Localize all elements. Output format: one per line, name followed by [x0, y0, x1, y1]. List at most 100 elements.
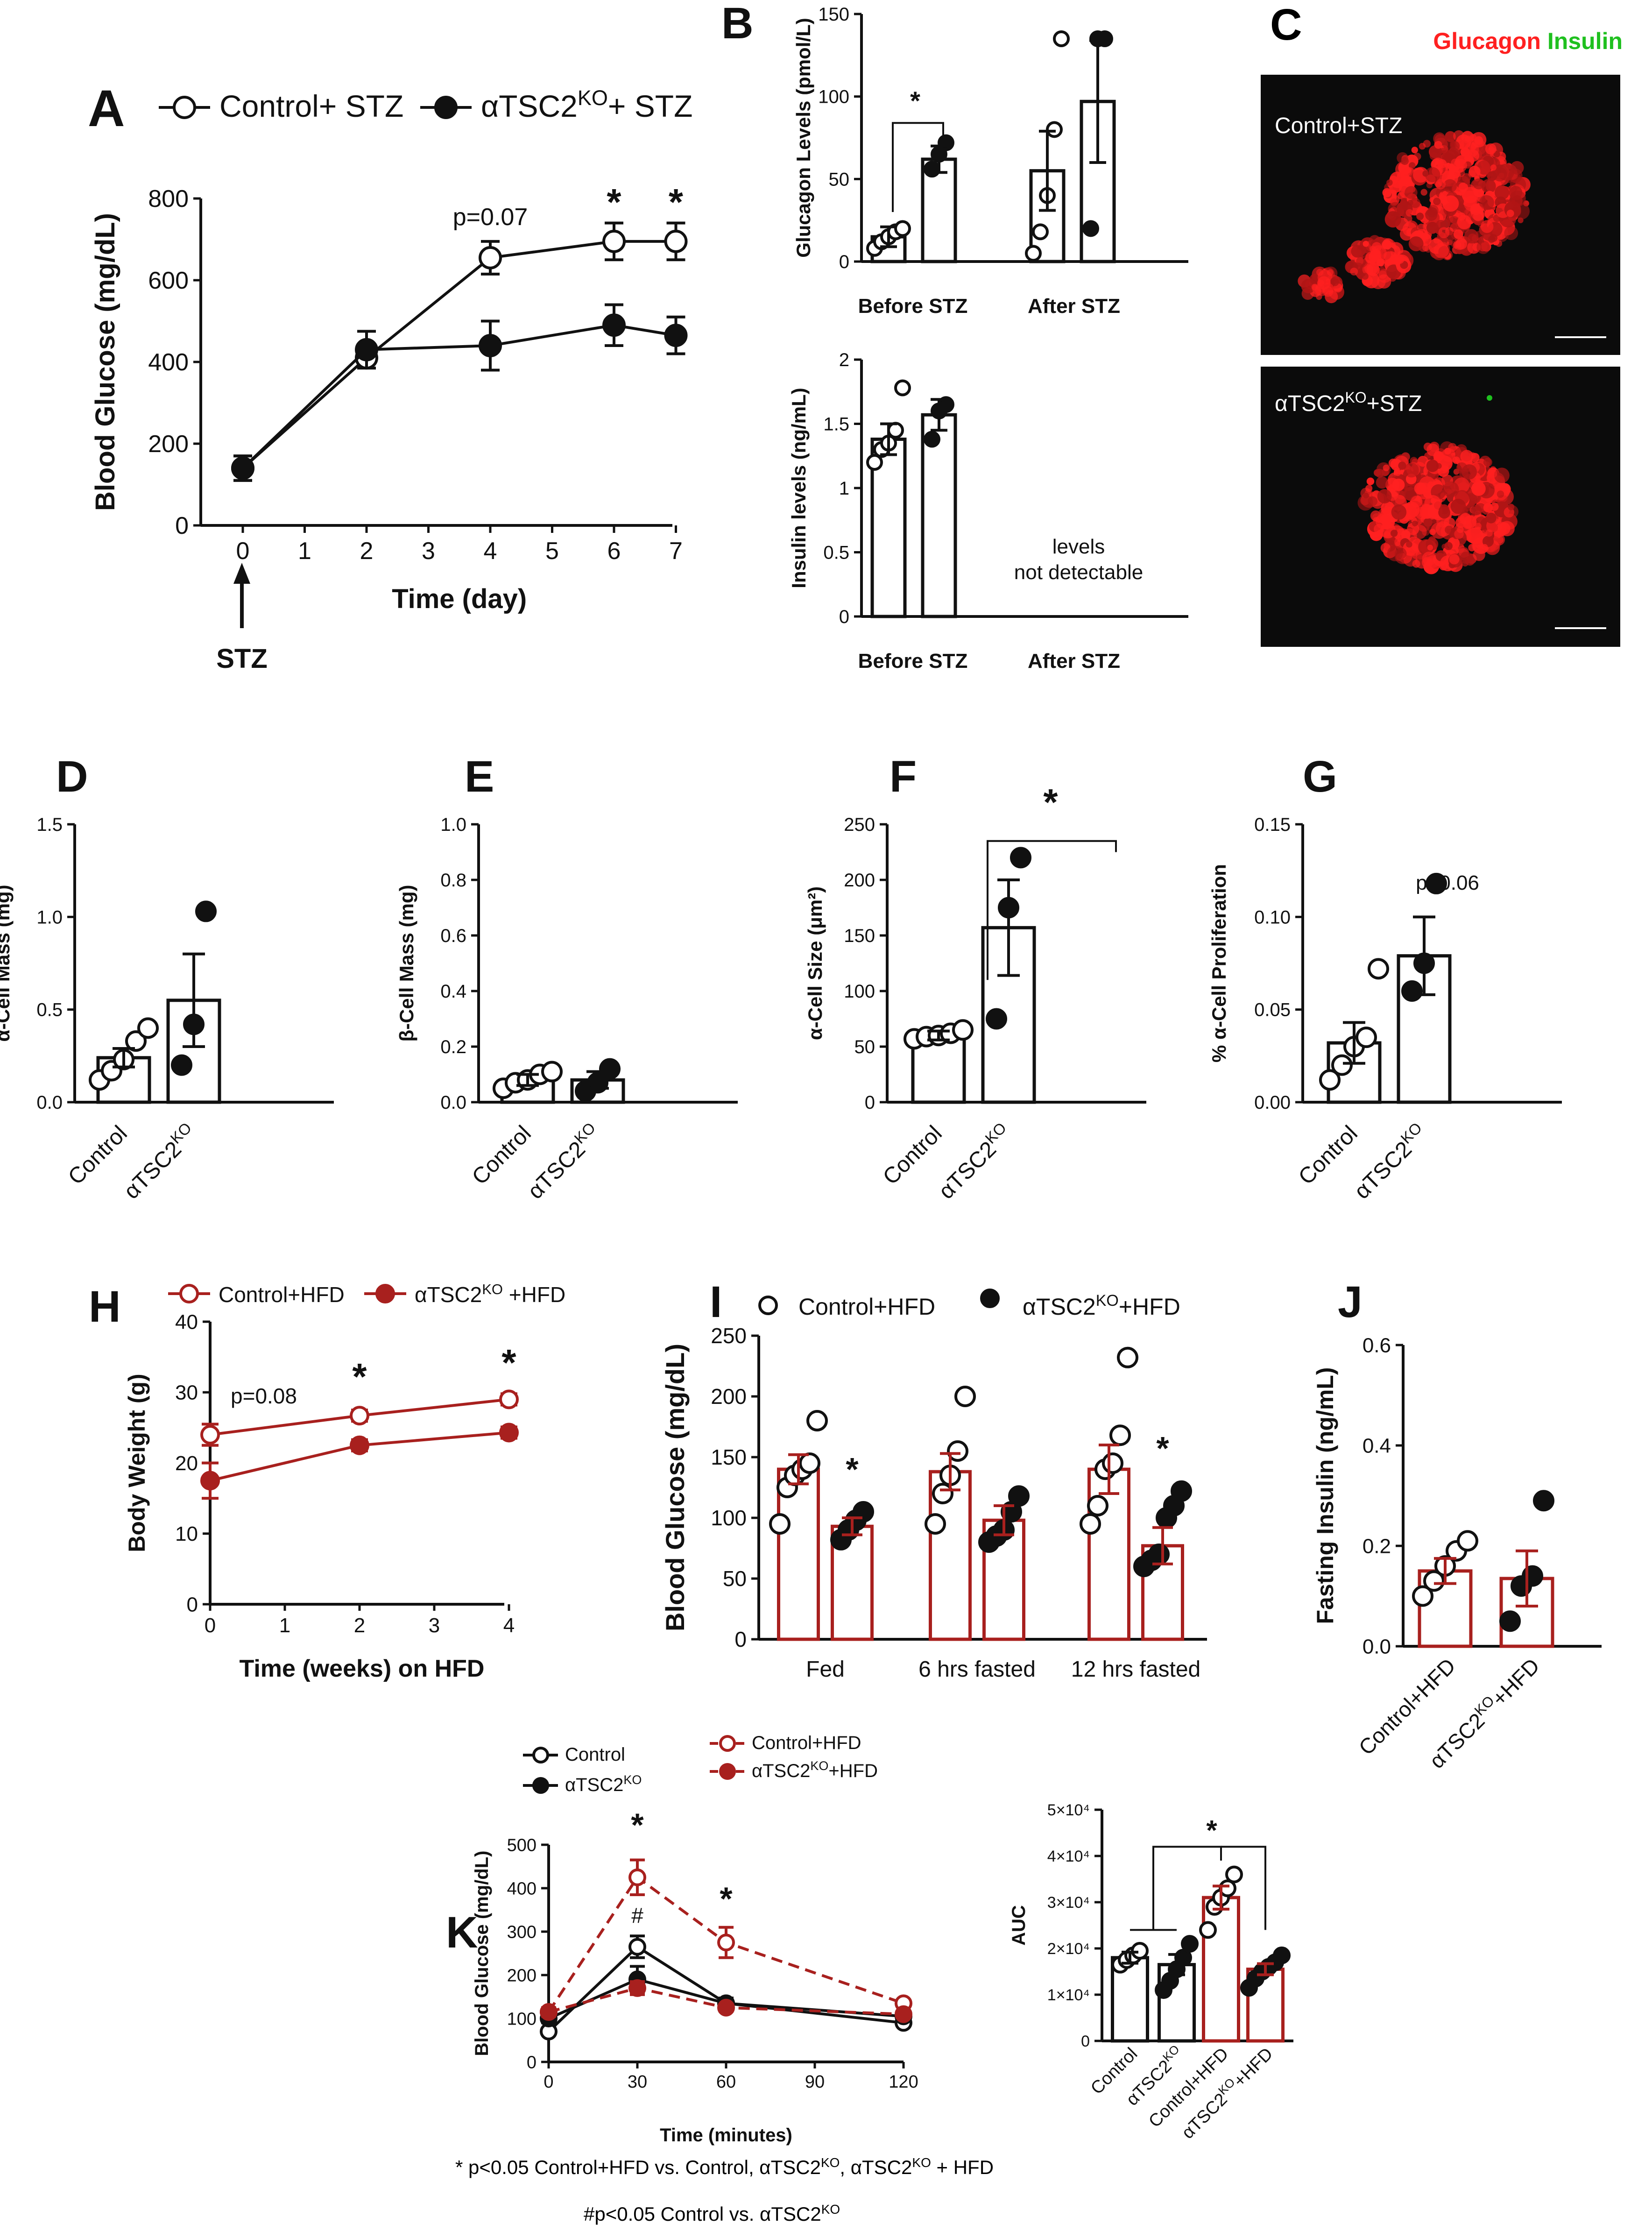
series-line: [242, 240, 676, 469]
glucagon-cell: [1411, 147, 1418, 154]
glucagon-cell: [1398, 461, 1406, 470]
legend-label: Control+HFD: [219, 1282, 345, 1307]
y-tick-label: 0: [839, 252, 849, 272]
glucagon-cell: [1464, 229, 1479, 244]
glucagon-cell: [1419, 476, 1436, 493]
note-line-2: not detectable: [1014, 561, 1143, 584]
glucagon-cell: [1388, 459, 1398, 468]
data-point: [1181, 1935, 1199, 1953]
y-tick-label: 100: [711, 1506, 747, 1530]
legend-marker: [532, 1777, 549, 1794]
y-tick-label: 0.0: [1363, 1635, 1391, 1658]
y-tick-label: 0.0: [36, 1092, 63, 1113]
glucagon-cell: [1437, 159, 1447, 169]
glucagon-cell: [1475, 523, 1482, 530]
y-tick-label: 0.05: [1254, 1000, 1291, 1020]
glucagon-islet-bottom: [1357, 441, 1518, 574]
glucagon-cell: [1420, 189, 1427, 196]
panel-letter: K: [446, 1908, 478, 1957]
glucagon-cell: [1468, 544, 1476, 552]
y-tick-label: 1.5: [36, 814, 63, 835]
legend-marker: [719, 1763, 736, 1780]
x-tick-label: 1: [298, 538, 311, 565]
panel-letter: B: [721, 0, 754, 48]
panel-letter: A: [88, 80, 125, 137]
footnotes: * p<0.05 Control+HFD vs. Control, αTSC2K…: [455, 2155, 994, 2225]
glucagon-cell: [1408, 236, 1424, 251]
glucagon-cell: [1377, 489, 1392, 504]
footnote-1: * p<0.05 Control+HFD vs. Control, αTSC2K…: [455, 2155, 994, 2179]
data-point: [1412, 1585, 1433, 1607]
y-axis-label: Blood Glucose (mg/dL): [90, 213, 120, 511]
significance-star: *: [501, 1342, 516, 1383]
panel-d: D 0.0 0.5 1.0 1.5 α-Cell Mass (mg) ControlαTSC…: [0, 752, 334, 1204]
panel-c: C Glucagon Insulin Control+STZ αTSC2KO+S…: [1261, 0, 1623, 647]
note-line-1: levels: [1052, 535, 1105, 558]
legend-label: Control: [565, 1744, 625, 1765]
data-point: [1199, 1921, 1217, 1939]
glucagon-cell: [1454, 529, 1464, 539]
series-marker: [895, 2005, 912, 2023]
glucagon-cell: [1429, 529, 1436, 535]
glucagon-cell: [1465, 555, 1475, 566]
glucagon-cell: [1494, 185, 1510, 200]
panel-c-letter: C: [1270, 0, 1302, 50]
series-marker: [602, 229, 626, 253]
y-tick-label: 0.2: [440, 1037, 466, 1057]
glucagon-cell: [1356, 256, 1368, 268]
data-point: [1225, 1865, 1243, 1884]
glucagon-cell: [1460, 147, 1470, 157]
glucagon-cell: [1404, 552, 1418, 567]
data-point: [1053, 30, 1070, 47]
glucagon-cell: [1490, 234, 1497, 242]
y-tick-label: 200: [148, 431, 189, 458]
series-marker: [499, 1423, 519, 1443]
y-tick-label: 200: [711, 1384, 747, 1409]
y-tick-label: 50: [854, 1037, 875, 1057]
legend-marker: [434, 96, 458, 119]
x-tick-label: 6: [607, 538, 621, 565]
glucagon-cell: [1483, 458, 1492, 467]
glucagon-cell: [1477, 160, 1492, 175]
significance-hash: #: [631, 1903, 643, 1927]
series-line: [547, 1875, 904, 2013]
panel-g: G 0.00 0.05 0.10 0.15 % α-Cell Proliferation C…: [1208, 752, 1562, 1204]
panel-letter: H: [89, 1282, 121, 1331]
data-point: [1273, 1946, 1291, 1964]
glucagon-cell: [1316, 293, 1322, 300]
glucagon-cell: [1485, 512, 1497, 524]
data-point: [541, 1061, 563, 1083]
legend-label: αTSC2KO+HFD: [1023, 1292, 1180, 1320]
glucagon-cell: [1376, 513, 1391, 529]
data-point: [924, 161, 940, 178]
glucagon-cell: [1406, 541, 1412, 548]
significance-star: *: [669, 181, 684, 223]
legend-label: αTSC2KO+HFD: [752, 1759, 878, 1781]
x-category-label: Control: [467, 1121, 536, 1190]
glucagon-cell: [1411, 496, 1423, 508]
legend-label: Control+ STZ: [219, 89, 403, 123]
series-marker: [499, 1389, 519, 1409]
y-tick-label: 3×10⁴: [1047, 1894, 1090, 1912]
glucagon-cell: [1386, 179, 1393, 186]
glucagon-cell: [1444, 542, 1453, 550]
y-tick-label: 5×10⁴: [1047, 1801, 1090, 1819]
group-label: After STZ: [1028, 650, 1120, 673]
glucagon-cell: [1409, 162, 1416, 169]
glucagon-cell: [1471, 132, 1487, 148]
glucagon-cell: [1351, 245, 1364, 258]
legend-label: Control+HFD: [752, 1733, 861, 1753]
panel-b2: 0 0.5 1 1.5 2 Insulin levels (ng/mL) Before ST…: [788, 350, 1188, 673]
data-point: [1087, 1495, 1108, 1516]
significance-bracket: [892, 122, 944, 212]
glucagon-cell: [1384, 251, 1394, 262]
legend-label: Control+HFD: [798, 1294, 935, 1320]
glucagon-cell: [1506, 209, 1514, 217]
y-tick-label: 0.4: [1363, 1434, 1391, 1457]
glucagon-cell: [1443, 179, 1457, 193]
data-point: [894, 220, 911, 237]
glucagon-cell: [1435, 179, 1446, 190]
series-marker: [200, 1471, 220, 1491]
